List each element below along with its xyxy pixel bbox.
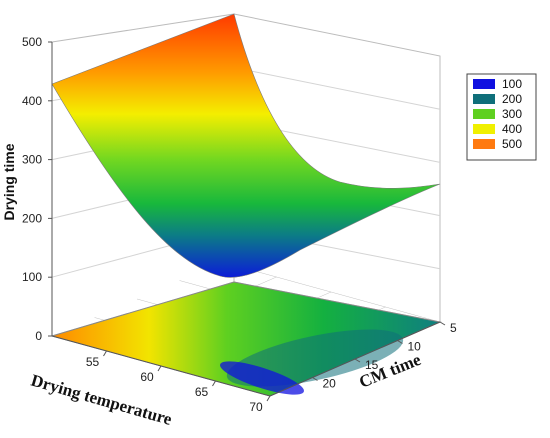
y-tick-mark (439, 321, 446, 326)
y-tick-label: 10 (408, 340, 422, 354)
x-axis-ticks: 55 60 65 70 (86, 350, 271, 414)
x-tick-mark (212, 380, 216, 387)
legend-label: 400 (502, 122, 522, 136)
floor-projection (50, 281, 442, 397)
y-tick-label: 15 (365, 358, 379, 372)
legend-swatch (473, 79, 495, 89)
z-tick-label: 500 (22, 35, 42, 49)
z-gridline-right (233, 67, 441, 110)
y-floor-gridline (221, 261, 441, 323)
legend-label: 300 (502, 107, 522, 121)
x-tick-label: 70 (249, 400, 263, 414)
y-tick-mark (312, 377, 318, 381)
z-tick-label: 300 (22, 153, 42, 167)
z-tick-label: 200 (22, 211, 42, 225)
contour-100 (220, 361, 304, 395)
z-axis-title: Drying time (1, 143, 17, 220)
response-surface (51, 13, 441, 278)
legend-swatch (473, 94, 495, 104)
x-tick-mark (266, 395, 271, 402)
x-tick-mark (157, 365, 162, 372)
z-tick-label: 100 (22, 270, 42, 284)
x-tick-label: 55 (86, 355, 100, 369)
x-tick-label: 60 (140, 370, 154, 384)
z-tick-label: 400 (22, 94, 42, 108)
y-tick-label: 20 (323, 377, 337, 391)
legend-label: 500 (502, 137, 522, 151)
y-tick-mark (354, 358, 361, 363)
y-tick-label: 5 (450, 321, 457, 335)
legend-label: 100 (502, 77, 522, 91)
legend-swatch (473, 124, 495, 134)
legend-swatch (473, 109, 495, 119)
legend-label: 200 (502, 92, 522, 106)
z-axis-ticks: 0 100 200 300 400 500 (22, 35, 52, 343)
x-tick-mark (103, 350, 107, 357)
z-tick-label: 0 (35, 329, 42, 343)
legend-swatch (473, 139, 495, 149)
x-tick-label: 65 (195, 385, 209, 399)
y-tick-mark (397, 340, 403, 344)
y-axis-ticks: 5 10 15 20 (312, 321, 457, 391)
